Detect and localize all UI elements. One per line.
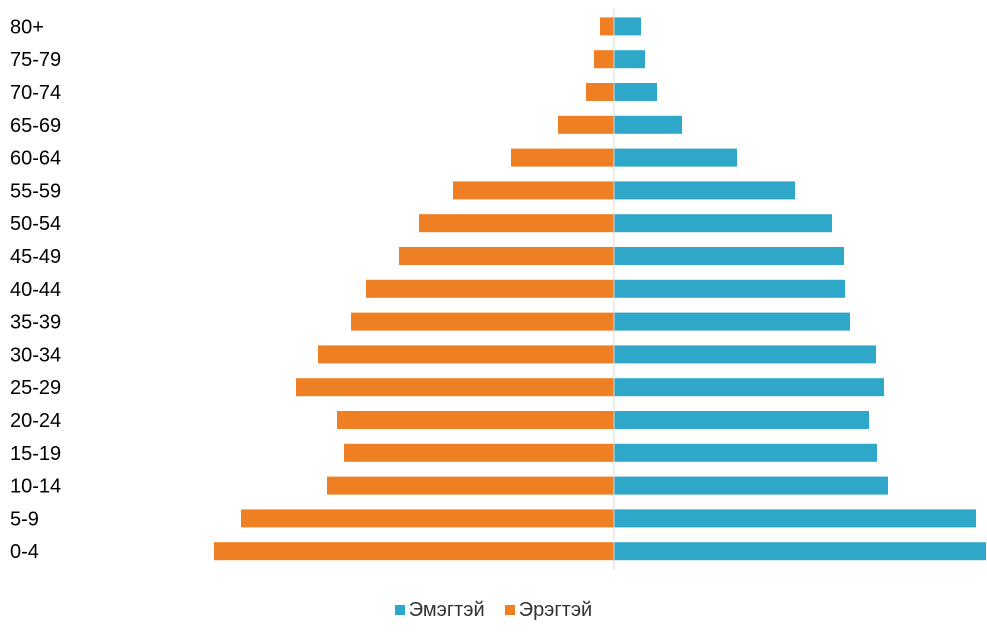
bar-female-0-4 xyxy=(614,542,986,561)
legend-item: Эрэгтэй xyxy=(504,598,593,622)
legend-label: Эрэгтэй xyxy=(518,598,593,621)
legend-label: Эмэгтэй xyxy=(408,598,485,621)
legend-swatch xyxy=(504,605,515,615)
legend-swatch xyxy=(394,605,405,615)
bar-female-50-54 xyxy=(614,214,832,233)
legend: Эмэгтэй Эрэгтэй xyxy=(0,598,987,622)
bar-male-70-74 xyxy=(586,83,614,101)
bar-male-35-39 xyxy=(351,312,614,331)
legend-item: Эмэгтэй xyxy=(394,598,485,622)
bars-layer xyxy=(214,17,986,561)
bar-male-0-4 xyxy=(214,542,614,561)
bar-female-60-64 xyxy=(614,148,737,167)
bar-female-55-59 xyxy=(614,181,795,200)
category-label: 80+ xyxy=(10,16,44,38)
category-label: 5-9 xyxy=(10,508,39,530)
bar-female-40-44 xyxy=(614,279,845,298)
category-label: 60-64 xyxy=(10,148,61,170)
bar-male-30-34 xyxy=(318,345,614,364)
bar-female-70-74 xyxy=(614,83,657,101)
category-label: 50-54 xyxy=(10,213,61,235)
category-label: 40-44 xyxy=(10,279,61,301)
category-label: 35-39 xyxy=(10,312,61,334)
bar-male-10-14 xyxy=(327,476,614,495)
category-label: 0-4 xyxy=(10,541,39,563)
bar-female-25-29 xyxy=(614,378,884,397)
bar-female-5-9 xyxy=(614,509,976,528)
bar-female-35-39 xyxy=(614,312,850,331)
category-label: 45-49 xyxy=(10,246,61,268)
bar-male-65-69 xyxy=(558,115,614,134)
bar-male-40-44 xyxy=(366,279,614,298)
bar-male-50-54 xyxy=(419,214,614,233)
category-label: 65-69 xyxy=(10,115,61,137)
category-label: 20-24 xyxy=(10,410,61,432)
bar-female-30-34 xyxy=(614,345,876,364)
category-label: 25-29 xyxy=(10,377,61,399)
bar-male-15-19 xyxy=(344,443,614,462)
bar-female-65-69 xyxy=(614,115,682,134)
bar-male-80+ xyxy=(600,17,614,36)
category-label: 70-74 xyxy=(10,82,61,104)
category-label: 10-14 xyxy=(10,476,61,498)
bar-female-80+ xyxy=(614,17,641,36)
category-label: 75-79 xyxy=(10,49,61,71)
bar-male-45-49 xyxy=(399,247,614,265)
category-label: 15-19 xyxy=(10,443,61,465)
bar-male-60-64 xyxy=(511,148,614,167)
category-label: 55-59 xyxy=(10,180,61,202)
bar-male-5-9 xyxy=(241,509,614,528)
bar-male-75-79 xyxy=(594,50,614,69)
category-labels: 0-4 5-9 10-14 15-19 20-24 25-29 30-34 35-39 40-4… xyxy=(10,16,61,563)
bar-male-20-24 xyxy=(337,411,614,429)
bar-female-10-14 xyxy=(614,476,888,495)
bar-female-75-79 xyxy=(614,50,645,69)
bar-male-55-59 xyxy=(453,181,614,200)
category-label: 30-34 xyxy=(10,344,61,366)
bar-female-15-19 xyxy=(614,443,877,462)
bar-female-45-49 xyxy=(614,247,844,265)
bar-female-20-24 xyxy=(614,411,869,429)
bar-male-25-29 xyxy=(296,378,614,397)
